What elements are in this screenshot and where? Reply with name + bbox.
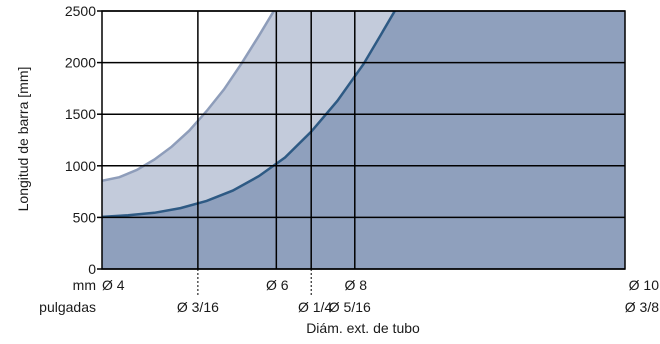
plot-frame [101, 10, 626, 270]
x-tick-label-mm-2: Ø 8 [344, 277, 367, 293]
y-tick-label-2000: 2000 [65, 55, 96, 71]
x-tick-label-mm-0: Ø 4 [102, 277, 125, 293]
y-tick-label-1500: 1500 [65, 106, 96, 122]
y-axis-title: Longitud de barra [mm] [15, 67, 31, 212]
y-tick-label-1000: 1000 [65, 158, 96, 174]
y-axis: 0 500 1000 1500 2000 2500 [65, 3, 102, 277]
x-tick-label-pulgadas-0: Ø 3/16 [177, 299, 219, 315]
x-tick-label-pulgadas-1: Ø 1/4 [298, 299, 332, 315]
y-tick-label-500: 500 [73, 209, 97, 225]
x-tick-label-mm-1: Ø 6 [266, 277, 289, 293]
x-axis: mm Ø 4 Ø 6 Ø 8 Ø 10 pulgadas Ø 3/16 Ø 1/4Ø 5/16… [39, 269, 659, 315]
grid-layer [101, 10, 626, 270]
y-tick-label-0: 0 [88, 261, 96, 277]
x-tick-label-pulgadas-2: Ø 5/16 [329, 299, 371, 315]
x-axis-title: Diám. ext. de tubo [306, 320, 420, 336]
y-tick-label-2500: 2500 [65, 3, 96, 19]
x-tick-label-mm-3: Ø 10 [629, 277, 660, 293]
series-2-area [102, 11, 625, 269]
x-unit-label-pulgadas: pulgadas [39, 299, 96, 315]
x-unit-label-mm: mm [73, 277, 96, 293]
series-layer [102, 11, 625, 269]
x-tick-label-pulgadas-3: Ø 3/8 [625, 299, 659, 315]
series-2-curve [102, 11, 397, 219]
